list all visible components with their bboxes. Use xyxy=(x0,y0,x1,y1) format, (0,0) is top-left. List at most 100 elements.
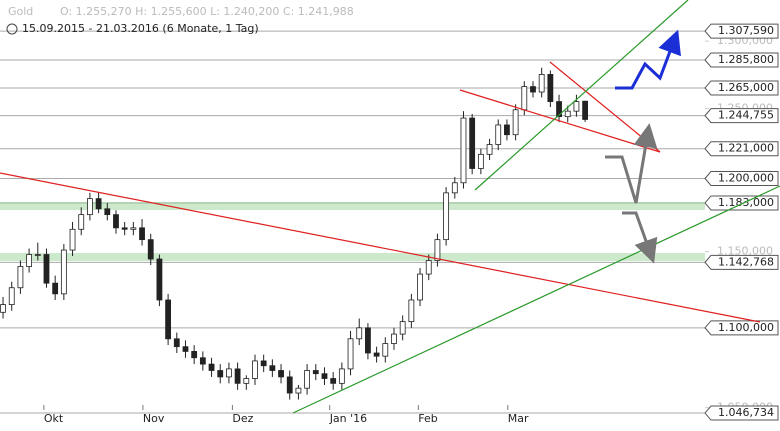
candle-body xyxy=(382,343,389,357)
support-zone xyxy=(0,253,705,261)
candle-body xyxy=(312,370,319,375)
level-label: 1.142,768 xyxy=(718,255,774,268)
level-label: 1.100,000 xyxy=(718,321,774,334)
candle-body xyxy=(434,239,441,261)
candle-body xyxy=(321,373,328,379)
candle-body xyxy=(34,254,41,256)
level-box xyxy=(704,80,779,96)
forecast-arrows xyxy=(605,29,681,264)
candle-body xyxy=(199,357,206,365)
candle-body xyxy=(60,249,67,295)
candle-body xyxy=(217,370,224,378)
candle-body xyxy=(286,376,293,394)
candle-body xyxy=(573,101,580,112)
level-box xyxy=(704,141,779,157)
candle-body xyxy=(226,368,232,378)
x-tick-label: Nov xyxy=(143,412,165,425)
candle-body xyxy=(165,299,172,340)
candle-body xyxy=(52,282,59,295)
candle-body xyxy=(504,124,510,136)
candle-body xyxy=(399,321,406,335)
candle-body xyxy=(69,228,76,251)
candle-body xyxy=(26,254,33,267)
level-box xyxy=(704,108,779,124)
ohlc: O: 1.255,270 H: 1.255,600 L: 1.240,200 C… xyxy=(60,5,354,18)
candle-body xyxy=(121,227,128,230)
level-label: 1.221,000 xyxy=(718,142,774,155)
candle-body xyxy=(191,351,198,359)
candle-body xyxy=(547,74,554,102)
candle-body xyxy=(295,387,302,394)
candle-body xyxy=(95,198,102,210)
candle-body xyxy=(208,363,215,371)
level-box xyxy=(704,320,779,336)
candle-body xyxy=(252,360,258,379)
candle-body xyxy=(130,227,137,230)
x-tick-label: Feb xyxy=(418,412,437,425)
candle-body xyxy=(269,365,276,371)
support-zone xyxy=(0,202,705,210)
x-tick-label: Jan '16 xyxy=(329,412,367,425)
candle-body xyxy=(234,368,241,384)
x-tick-label: Mar xyxy=(508,412,529,425)
date-range: 15.09.2015 - 21.03.2016 (6 Monate, 1 Tag… xyxy=(22,22,259,35)
candle-body xyxy=(113,214,119,229)
level-box xyxy=(704,23,779,39)
candle-body xyxy=(425,260,432,275)
candle-body xyxy=(330,378,337,384)
candle-body xyxy=(104,208,111,216)
candle-body xyxy=(0,304,6,313)
y-tick-label: 1.150,000 xyxy=(717,245,773,258)
candle-body xyxy=(477,153,484,169)
level-box xyxy=(704,405,779,421)
candle-body xyxy=(486,144,493,155)
candle-body xyxy=(460,117,467,184)
candle-body xyxy=(243,378,250,384)
candle-body xyxy=(582,100,589,120)
level-box xyxy=(704,195,779,211)
candle-body xyxy=(443,192,450,241)
candle-body xyxy=(495,124,502,145)
level-label: 1.307,590 xyxy=(718,24,774,37)
candle-body xyxy=(43,254,50,284)
candle-body xyxy=(469,117,476,169)
candle-body xyxy=(521,86,528,111)
level-label: 1.265,000 xyxy=(718,81,774,94)
candle-body xyxy=(556,101,562,118)
level-box xyxy=(704,52,779,68)
candle-body xyxy=(512,109,519,136)
candle-body xyxy=(408,299,415,323)
candle-body xyxy=(356,327,363,340)
candle-body xyxy=(78,214,85,230)
x-tick-label: Okt xyxy=(44,412,64,425)
trend-lines xyxy=(0,0,780,414)
candle-body xyxy=(417,273,423,301)
level-label: 1.285,800 xyxy=(718,53,774,66)
candle-body xyxy=(173,338,180,348)
x-tick-label: Dez xyxy=(232,412,253,425)
candle-body xyxy=(87,198,93,216)
candle-body xyxy=(147,239,154,260)
level-box xyxy=(704,254,779,270)
candle-body xyxy=(373,352,380,357)
candle-body xyxy=(538,74,545,93)
symbol: Gold xyxy=(8,5,33,18)
candle-body xyxy=(8,287,15,305)
level-label: 1.244,755 xyxy=(718,109,774,122)
candle-body xyxy=(451,182,458,194)
level-box xyxy=(704,170,779,186)
candle-body xyxy=(304,370,311,389)
candle-body xyxy=(260,360,267,367)
candle-body xyxy=(182,346,189,352)
candle-body xyxy=(139,227,145,241)
candle-body xyxy=(338,368,345,384)
level-label: 1.200,000 xyxy=(718,171,774,184)
candle-body xyxy=(156,258,163,301)
level-label: 1.046,734 xyxy=(718,406,774,419)
candle-body xyxy=(278,370,284,378)
candle-body xyxy=(17,266,24,289)
candle-body xyxy=(391,333,397,344)
candle-body xyxy=(564,110,571,118)
candle-body xyxy=(530,86,536,93)
